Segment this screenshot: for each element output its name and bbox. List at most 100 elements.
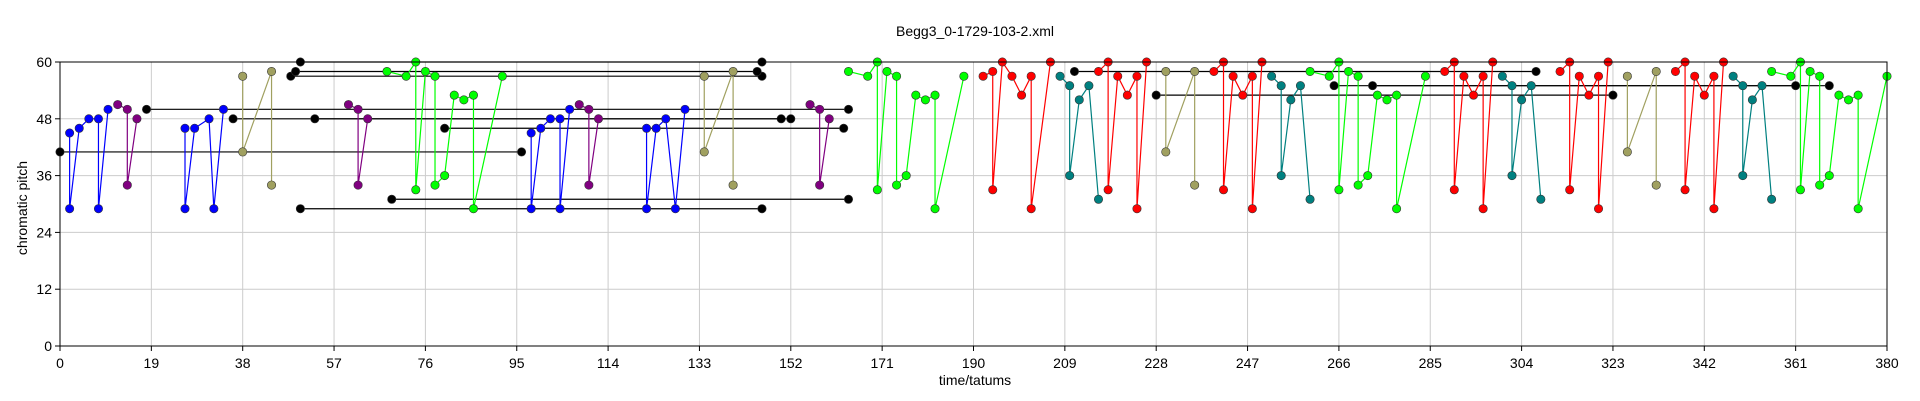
data-point [1584, 90, 1594, 100]
data-point [238, 71, 248, 81]
data-point [930, 90, 940, 100]
series [387, 194, 853, 204]
series-line [1675, 60, 1725, 209]
data-point [468, 204, 478, 214]
data-point [1069, 66, 1079, 76]
data-point [872, 185, 882, 195]
data-point [295, 204, 305, 214]
data-point [815, 180, 825, 190]
data-point [670, 204, 680, 214]
data-point [526, 204, 536, 214]
data-point [343, 100, 353, 110]
series [55, 147, 527, 157]
y-tick-label: 0 [44, 338, 52, 354]
data-point [1853, 90, 1863, 100]
data-point [1122, 90, 1132, 100]
data-point [1565, 185, 1575, 195]
data-point [1844, 95, 1854, 105]
series-line [184, 109, 225, 209]
data-point [1680, 185, 1690, 195]
y-tick-label: 36 [36, 168, 52, 184]
data-point [1368, 81, 1378, 91]
data-point [122, 180, 132, 190]
data-point [1517, 95, 1527, 105]
data-point [1815, 71, 1825, 81]
series [1209, 57, 1267, 214]
x-tick-label: 19 [144, 355, 160, 371]
data-point [440, 171, 450, 181]
data-point [1690, 71, 1700, 81]
data-point [1026, 71, 1036, 81]
tick-labels: 0 19 38 57 76 95 114 133 152 171 190 209 228 247 266 28… [36, 54, 1898, 371]
data-point [1276, 171, 1286, 181]
data-point [142, 104, 152, 114]
data-point [1209, 66, 1219, 76]
x-tick-label: 380 [1875, 355, 1899, 371]
data-point [1382, 95, 1392, 105]
data-point [353, 180, 363, 190]
y-axis-label: chromatic pitch [14, 161, 30, 255]
series-group [55, 57, 1892, 214]
series-line [645, 109, 686, 209]
data-point [382, 66, 392, 76]
x-tick-label: 285 [1419, 355, 1443, 371]
data-point [84, 114, 94, 124]
data-point [1219, 185, 1229, 195]
data-point [1017, 90, 1027, 100]
data-point [1536, 194, 1546, 204]
data-point [1853, 204, 1863, 214]
data-point [267, 180, 277, 190]
data-point [1334, 185, 1344, 195]
data-point [988, 66, 998, 76]
data-point [959, 71, 969, 81]
series [843, 57, 969, 214]
data-point [526, 128, 536, 138]
data-point [1324, 71, 1334, 81]
series-line [117, 104, 138, 186]
series [1555, 57, 1613, 214]
series [238, 66, 277, 190]
data-point [565, 104, 575, 114]
data-point [1507, 171, 1517, 181]
data-point [113, 100, 123, 110]
series [180, 104, 228, 214]
x-tick-label: 0 [56, 355, 64, 371]
data-point [238, 147, 248, 157]
data-point [574, 100, 584, 110]
series [65, 104, 113, 214]
data-point [1824, 81, 1834, 91]
series [382, 57, 507, 214]
data-point [911, 90, 921, 100]
data-point [1295, 81, 1305, 91]
data-point [1228, 71, 1238, 81]
data-point [93, 114, 103, 124]
data-point [1074, 95, 1084, 105]
data-point [1651, 180, 1661, 190]
series [142, 104, 853, 114]
data-point [642, 123, 652, 133]
data-point [536, 123, 546, 133]
data-point [892, 180, 902, 190]
x-axis-label: time/tatums [939, 372, 1011, 388]
data-point [93, 204, 103, 214]
data-point [310, 114, 320, 124]
data-point [1190, 66, 1200, 76]
data-point [824, 114, 834, 124]
data-point [882, 66, 892, 76]
data-point [1305, 66, 1315, 76]
data-point [555, 204, 565, 214]
series-line [386, 60, 503, 209]
series [1305, 57, 1430, 214]
data-point [122, 104, 132, 114]
series [1670, 57, 1729, 214]
data-point [228, 114, 238, 124]
series-line [1213, 60, 1263, 209]
x-tick-label: 152 [779, 355, 803, 371]
data-point [468, 90, 478, 100]
data-point [1440, 66, 1450, 76]
series-line [69, 109, 109, 209]
data-point [699, 147, 709, 157]
series [1055, 71, 1104, 204]
data-point [815, 104, 825, 114]
